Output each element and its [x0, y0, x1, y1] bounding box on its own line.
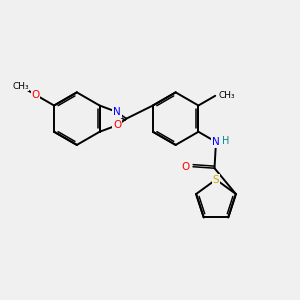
- Text: S: S: [213, 175, 219, 184]
- Text: H: H: [222, 136, 229, 146]
- Text: O: O: [113, 120, 121, 130]
- Text: O: O: [182, 162, 190, 172]
- Text: CH₃: CH₃: [218, 91, 235, 100]
- Text: CH₃: CH₃: [12, 82, 29, 91]
- Text: O: O: [31, 90, 40, 100]
- Text: N: N: [212, 137, 220, 147]
- Text: N: N: [113, 107, 121, 117]
